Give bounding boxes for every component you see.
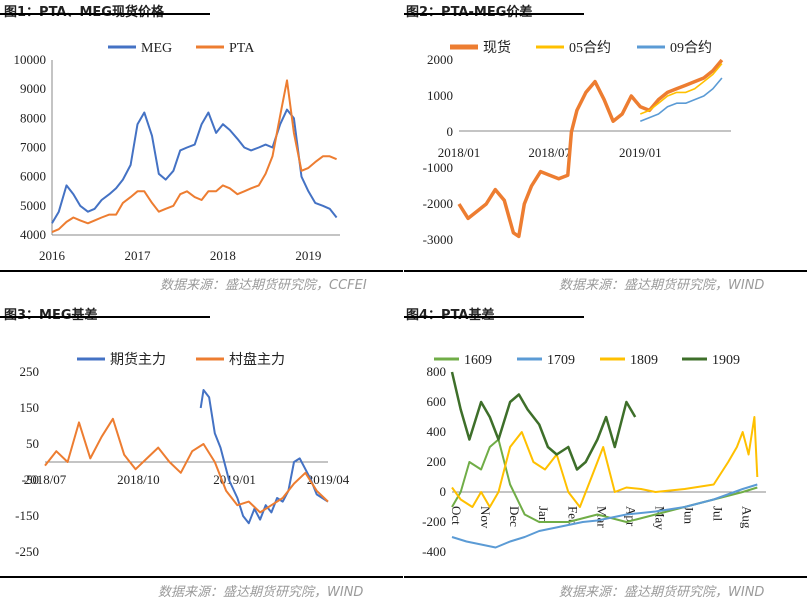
series-line-2 bbox=[640, 63, 723, 115]
title-rule bbox=[404, 316, 584, 318]
panel-pta-meg-spread: 图2：PTA-MEG价差 -3000 -2000 -1000 0 1000 2000 201… bbox=[404, 0, 807, 303]
y-tick-label: 800 bbox=[427, 364, 447, 379]
y-tick-label: -400 bbox=[422, 544, 446, 559]
y-tick-label: 600 bbox=[427, 394, 447, 409]
legend-label: 村盘主力 bbox=[229, 351, 285, 368]
y-tick-label: 7000 bbox=[20, 140, 46, 155]
y-tick-label: 5000 bbox=[20, 198, 46, 213]
bottom-rule bbox=[404, 576, 807, 578]
panel-title: 图4：PTA基差 bbox=[406, 304, 495, 323]
x-tick-label: 2017 bbox=[124, 248, 151, 263]
legend-label: PTA bbox=[229, 41, 255, 56]
legend-label: 期货主力 bbox=[110, 351, 166, 368]
legend-label: 现货 bbox=[483, 39, 511, 56]
source-note: 数据来源：盛达期货研究院，WIND bbox=[158, 585, 364, 600]
y-tick-label: 150 bbox=[20, 400, 40, 415]
x-tick-label: 2016 bbox=[39, 248, 66, 263]
title-rule bbox=[404, 13, 584, 15]
legend-label: 1809 bbox=[630, 353, 658, 368]
panel-title: 图3：MEG基差 bbox=[4, 304, 98, 323]
x-tick-label: 2018/07 bbox=[528, 145, 571, 160]
series-line-1 bbox=[457, 58, 724, 239]
panel-pta-basis: 图4：PTA基差 -400 -200 0 200 400 600 800 Oct Nov Dec J… bbox=[404, 303, 807, 606]
y-tick-label: -1000 bbox=[423, 160, 453, 175]
series-line-2 bbox=[44, 417, 329, 514]
y-tick-label: -50 bbox=[22, 472, 39, 487]
y-tick-label: -2000 bbox=[423, 196, 453, 211]
y-tick-label: -3000 bbox=[423, 232, 453, 247]
y-tick-label: 400 bbox=[427, 424, 447, 439]
y-tick-label: 0 bbox=[440, 484, 447, 499]
panel-title: 图2：PTA-MEG价差 bbox=[406, 1, 532, 20]
x-tick-label: Jul bbox=[711, 506, 726, 522]
series-line-1 bbox=[199, 389, 329, 525]
source-note: 数据来源：盛达期货研究院，CCFEI bbox=[160, 278, 367, 293]
y-tick-label: 250 bbox=[20, 364, 40, 379]
x-tick-label: 2018/10 bbox=[117, 472, 160, 487]
title-rule bbox=[0, 13, 210, 15]
y-tick-label: 0 bbox=[447, 124, 454, 139]
y-tick-label: 6000 bbox=[20, 169, 46, 184]
series-line-3 bbox=[640, 77, 723, 122]
legend-label: 1609 bbox=[464, 353, 492, 368]
title-rule bbox=[0, 316, 210, 318]
x-tick-label: 2019 bbox=[295, 248, 321, 263]
series-line-3 bbox=[451, 416, 759, 508]
y-tick-label: -250 bbox=[15, 544, 39, 559]
x-tick-label: Nov bbox=[478, 506, 493, 529]
panel-title: 图1：PTA、MEG现货价格 bbox=[4, 1, 164, 20]
x-tick-label: 2018/01 bbox=[438, 145, 481, 160]
y-tick-label: 50 bbox=[26, 436, 39, 451]
y-tick-label: -150 bbox=[15, 508, 39, 523]
bottom-rule bbox=[0, 576, 403, 578]
series-line-2 bbox=[451, 483, 758, 549]
x-tick-label: Apr bbox=[623, 506, 638, 527]
series-line-4 bbox=[450, 371, 637, 471]
x-tick-label: Oct bbox=[449, 506, 464, 525]
legend-label: 1709 bbox=[547, 353, 575, 368]
y-tick-label: 200 bbox=[427, 454, 447, 469]
y-tick-label: 9000 bbox=[20, 81, 46, 96]
y-tick-label: 10000 bbox=[14, 52, 47, 67]
x-tick-label: Jan bbox=[536, 506, 551, 524]
chart-pta-meg-price: 4000 5000 6000 7000 8000 9000 10000 2016 2017 201… bbox=[14, 41, 340, 263]
legend-label: MEG bbox=[141, 41, 172, 56]
y-tick-label: 1000 bbox=[427, 88, 453, 103]
x-tick-label: Dec bbox=[507, 506, 522, 527]
x-tick-label: Mar bbox=[594, 506, 609, 528]
chart-pta-meg-spread: -3000 -2000 -1000 0 1000 2000 2018/01 2018/07 20… bbox=[423, 39, 731, 247]
legend-label: 1909 bbox=[712, 353, 740, 368]
x-tick-label: 2018/07 bbox=[24, 472, 67, 487]
x-tick-label: 2018 bbox=[210, 248, 236, 263]
series-line-1 bbox=[51, 108, 338, 224]
y-tick-label: 4000 bbox=[20, 227, 46, 242]
x-tick-label: 2019/01 bbox=[619, 145, 662, 160]
x-tick-label: Jun bbox=[682, 506, 697, 525]
series-line-2 bbox=[51, 79, 337, 234]
legend-label: 09合约 bbox=[670, 40, 712, 56]
y-tick-label: 2000 bbox=[427, 52, 453, 67]
source-note: 数据来源：盛达期货研究院，WIND bbox=[559, 278, 765, 293]
x-tick-label: 2019/04 bbox=[307, 472, 350, 487]
x-tick-label: Aug bbox=[740, 506, 755, 529]
y-tick-label: -200 bbox=[422, 514, 446, 529]
bottom-rule bbox=[404, 270, 807, 272]
source-note: 数据来源：盛达期货研究院，WIND bbox=[559, 585, 765, 600]
bottom-rule bbox=[0, 270, 403, 272]
panel-meg-basis: 图3：MEG基差 -250 -150 -50 50 150 250 2018/07 2018/… bbox=[0, 303, 403, 606]
legend-label: 05合约 bbox=[569, 40, 611, 56]
panel-pta-meg-price: 图1：PTA、MEG现货价格 4000 5000 6000 7000 8000 9000 1… bbox=[0, 0, 403, 303]
y-tick-label: 8000 bbox=[20, 110, 46, 125]
